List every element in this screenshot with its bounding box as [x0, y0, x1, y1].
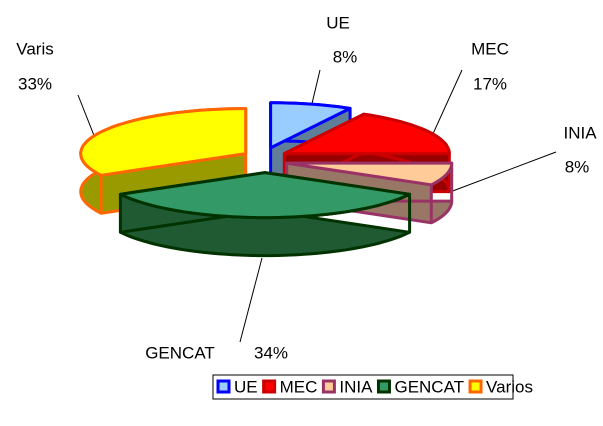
slice-top: [269, 101, 352, 150]
legend-swatch: [376, 379, 391, 394]
category-label: UE: [326, 13, 350, 32]
category-label: MEC: [471, 39, 509, 58]
legend-label: UE: [234, 377, 258, 396]
slice-top: [118, 171, 412, 220]
value-label: 33%: [18, 74, 52, 93]
leader-line: [77, 94, 96, 139]
legend-swatch: [262, 379, 277, 394]
slice-top: [282, 112, 451, 156]
legend-label: GENCAT: [394, 377, 464, 396]
legend-swatch: [216, 379, 231, 394]
category-label: INIA: [563, 123, 597, 142]
value-label: 34%: [254, 343, 288, 362]
legend-label: MEC: [280, 377, 318, 396]
leader-line: [431, 69, 463, 137]
legend-label: INIA: [339, 377, 373, 396]
value-label: 17%: [473, 74, 507, 93]
legend-label: Varios: [486, 377, 533, 396]
pie: [79, 101, 454, 258]
slice-top: [285, 161, 454, 187]
legend-swatch: [321, 379, 336, 394]
value-label: 8%: [565, 157, 590, 176]
leader-line: [449, 151, 557, 193]
category-label: GENCAT: [145, 343, 215, 362]
slice-top: [79, 107, 248, 177]
legend-swatch: [468, 379, 483, 394]
value-label: 8%: [333, 47, 358, 66]
category-label: Varis: [16, 39, 53, 58]
leader-line: [239, 257, 263, 343]
